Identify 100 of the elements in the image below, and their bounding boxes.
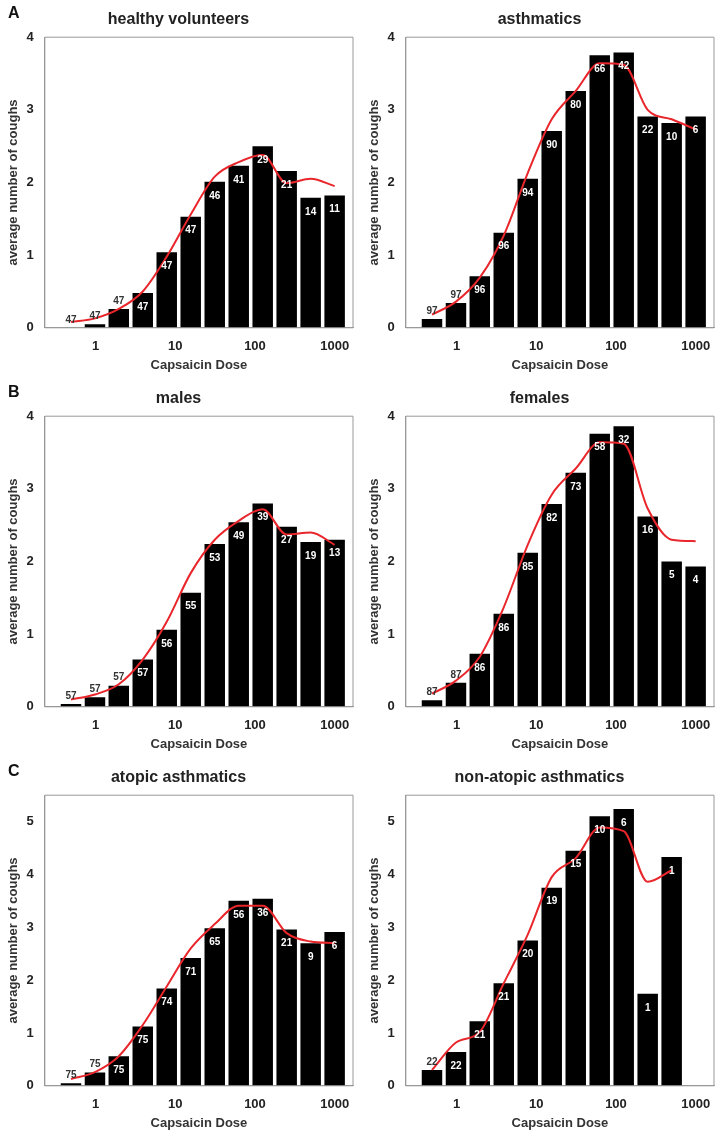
x-axis-title: Capsaicin Dose <box>511 356 609 372</box>
annotation: 85 <box>522 560 534 572</box>
bar <box>324 539 345 707</box>
y-tick-label: 0 <box>26 1077 34 1093</box>
annotation: 75 <box>113 1063 125 1075</box>
bar <box>589 433 610 707</box>
chart-title: females <box>509 389 570 407</box>
x-tick-label: 1000 <box>681 1096 711 1112</box>
annotation: 71 <box>185 965 197 977</box>
annotation: 96 <box>498 240 510 252</box>
bar <box>493 983 514 1086</box>
x-axis-title: Capsaicin Dose <box>511 1114 609 1130</box>
annotation: 47 <box>185 224 197 236</box>
x-tick-label: 1 <box>453 338 461 354</box>
annotation: 53 <box>209 551 221 563</box>
annotation: 22 <box>450 1059 462 1071</box>
y-tick-label: 2 <box>26 971 34 987</box>
bar <box>541 887 562 1086</box>
y-axis-title: average number of coughs <box>5 99 21 266</box>
bar <box>565 472 586 707</box>
y-tick-label: 3 <box>26 101 34 117</box>
x-tick-label: 1000 <box>320 338 350 354</box>
bar <box>445 303 467 328</box>
bar <box>493 232 514 328</box>
bar <box>469 1021 491 1086</box>
annotation: 15 <box>570 858 582 870</box>
bar <box>300 541 321 707</box>
annotation: 41 <box>233 173 245 185</box>
bar <box>493 613 514 707</box>
x-tick-label: 1000 <box>681 338 711 354</box>
annotation: 47 <box>65 313 77 325</box>
annotation: 97 <box>450 288 462 300</box>
annotation: 47 <box>161 259 173 271</box>
bar <box>156 988 177 1086</box>
annotation: 80 <box>570 98 582 110</box>
annotation: 97 <box>426 304 438 316</box>
bar <box>324 195 345 328</box>
annotation: 19 <box>305 549 317 561</box>
bar <box>637 993 658 1086</box>
x-axis-title: Capsaicin Dose <box>511 735 609 751</box>
x-tick-label: 10 <box>529 338 544 354</box>
annotation: 29 <box>257 153 269 165</box>
bar <box>613 808 634 1086</box>
y-axis-title: average number of coughs <box>366 857 382 1024</box>
y-tick-label: 0 <box>387 319 395 335</box>
bar <box>421 1069 443 1086</box>
bar <box>204 928 225 1086</box>
chart-title: atopic asthmatics <box>110 768 247 786</box>
x-tick-label: 1000 <box>320 1096 350 1112</box>
annotation: 82 <box>546 511 558 523</box>
bar <box>517 552 538 707</box>
x-tick-label: 100 <box>605 717 627 733</box>
x-axis-title: Capsaicin Dose <box>150 735 248 751</box>
annotation: 19 <box>546 895 558 907</box>
bar <box>300 943 321 1086</box>
y-tick-label: 1 <box>26 246 34 262</box>
y-tick-label: 4 <box>387 28 396 44</box>
chart-title: healthy volunteers <box>107 10 250 28</box>
bar <box>421 319 443 328</box>
bar <box>276 929 297 1086</box>
y-tick-label: 3 <box>387 101 395 117</box>
bar <box>252 503 273 707</box>
annotation: 22 <box>426 1055 438 1067</box>
annotation: 66 <box>594 63 606 75</box>
annotation: 56 <box>161 637 173 649</box>
annotation: 65 <box>209 936 221 948</box>
bar <box>204 544 225 707</box>
x-tick-label: 100 <box>605 1096 627 1112</box>
bar <box>541 130 562 328</box>
y-tick-label: 4 <box>387 407 396 423</box>
bar <box>613 426 634 707</box>
y-tick-label: 4 <box>26 866 35 882</box>
annotation: 86 <box>498 621 510 633</box>
bar <box>276 170 297 328</box>
x-tick-label: 10 <box>529 717 544 733</box>
annotation: 94 <box>522 186 534 198</box>
y-tick-label: 0 <box>387 1077 395 1093</box>
annotation: 86 <box>474 661 486 673</box>
y-tick-label: 0 <box>26 319 34 335</box>
bar <box>517 940 538 1086</box>
annotation: 57 <box>65 689 77 701</box>
x-tick-label: 100 <box>244 1096 266 1112</box>
x-axis-title: Capsaicin Dose <box>150 1114 248 1130</box>
y-tick-label: 5 <box>387 813 395 829</box>
annotation: 32 <box>618 434 630 446</box>
y-axis-title: average number of coughs <box>366 478 382 645</box>
x-tick-label: 100 <box>605 338 627 354</box>
chart-title: non-atopic asthmatics <box>454 768 625 786</box>
annotation: 21 <box>281 937 293 949</box>
chart-title: asthmatics <box>497 10 582 28</box>
bar <box>517 178 538 328</box>
annotation: 5 <box>668 569 675 581</box>
text: B <box>8 383 20 401</box>
x-tick-label: 1 <box>92 338 100 354</box>
annotation: 73 <box>570 480 582 492</box>
annotation: 74 <box>161 996 173 1008</box>
y-tick-label: 4 <box>387 866 396 882</box>
text: A <box>8 4 20 22</box>
bar <box>565 850 586 1086</box>
annotation: 13 <box>329 547 341 559</box>
